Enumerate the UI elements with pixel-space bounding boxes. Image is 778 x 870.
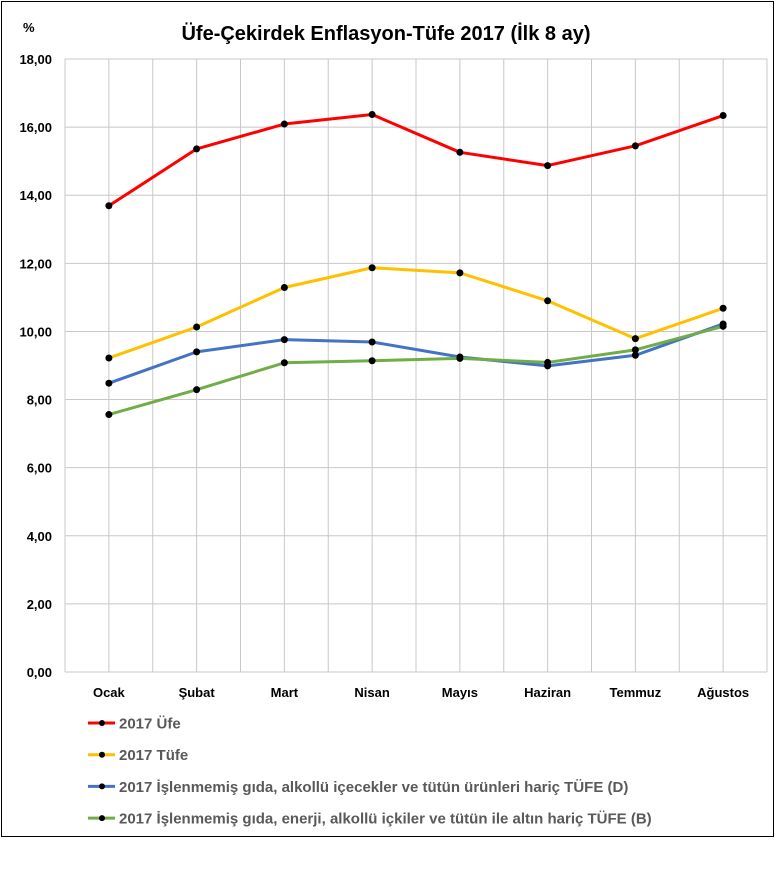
legend-item-2[interactable]: 2017 İşlenmemiş gıda, alkollü içecekler …: [88, 779, 628, 796]
y-tick-label: 6,00: [27, 461, 52, 476]
series-line-0: [108, 113, 724, 208]
legend-marker: [99, 815, 105, 822]
legend-label: 2017 Tüfe: [119, 747, 188, 764]
legend-label: 2017 İşlenmemiş gıda, alkollü içecekler …: [119, 779, 628, 796]
data-point: [105, 411, 113, 419]
series-3: [105, 322, 727, 419]
series-line-3: [108, 324, 724, 416]
legend-label: 2017 Üfe: [119, 716, 181, 733]
y-tick-label: 10,00: [19, 324, 52, 339]
legend-marker: [99, 783, 105, 790]
series-1: [105, 264, 727, 362]
y-tick-label: 14,00: [19, 188, 52, 203]
legend-item-3[interactable]: 2017 İşlenmemiş gıda, enerji, alkollü iç…: [88, 811, 652, 828]
y-tick-label: 4,00: [27, 529, 52, 544]
data-point: [280, 359, 288, 367]
legend-label: 2017 İşlenmemiş gıda, enerji, alkollü iç…: [119, 811, 652, 828]
data-point: [719, 322, 727, 330]
series-0: [105, 111, 727, 210]
data-point: [544, 162, 552, 170]
x-tick-label: Mart: [271, 685, 299, 700]
data-point: [456, 148, 464, 156]
series-lines: [105, 111, 727, 419]
legend-item-1[interactable]: 2017 Tüfe: [88, 747, 188, 764]
gridlines: [64, 58, 768, 673]
legend-item-0[interactable]: 2017 Üfe: [88, 716, 181, 733]
data-point: [631, 351, 639, 359]
x-tick-label: Nisan: [354, 685, 389, 700]
chart-frame: % Üfe-Çekirdek Enflasyon-Tüfe 2017 (İlk …: [1, 1, 774, 837]
y-tick-label: 8,00: [27, 393, 52, 408]
data-point: [719, 304, 727, 312]
data-point: [193, 348, 201, 356]
data-point: [368, 357, 376, 365]
data-point: [368, 111, 376, 119]
legend-marker: [99, 751, 105, 758]
series-line-2: [108, 322, 724, 385]
data-point: [368, 338, 376, 346]
x-axis-ticks: Ocak Şubat Mart Nisan Mayıs Haziran Temmuz Ağus…: [93, 685, 749, 700]
data-point: [105, 379, 113, 387]
y-tick-label: 0,00: [27, 665, 52, 680]
data-point: [105, 354, 113, 362]
data-point: [631, 335, 639, 343]
x-tick-label: Ağustos: [697, 685, 749, 700]
unit-label: %: [23, 20, 35, 35]
data-point: [280, 336, 288, 344]
data-point: [105, 202, 113, 210]
data-point: [544, 297, 552, 305]
y-tick-label: 2,00: [27, 597, 52, 612]
data-point: [193, 386, 201, 394]
x-tick-label: Şubat: [179, 685, 216, 700]
y-tick-label: 12,00: [19, 256, 52, 271]
legend: 2017 Üfe 2017 Tüfe 2017 İşlenmemiş gıda, a…: [88, 716, 652, 828]
y-tick-label: 16,00: [19, 120, 52, 135]
data-point: [456, 269, 464, 277]
line-chart: % Üfe-Çekirdek Enflasyon-Tüfe 2017 (İlk …: [19, 20, 768, 828]
data-point: [719, 112, 727, 120]
y-tick-label: 18,00: [19, 52, 52, 67]
series-line-1: [108, 266, 724, 360]
x-tick-label: Haziran: [524, 685, 571, 700]
data-point: [280, 284, 288, 292]
data-point: [631, 142, 639, 150]
data-point: [193, 145, 201, 153]
data-point: [456, 354, 464, 362]
x-tick-label: Mayıs: [442, 685, 478, 700]
data-point: [368, 264, 376, 272]
chart-title: Üfe-Çekirdek Enflasyon-Tüfe 2017 (İlk 8 …: [181, 22, 590, 45]
data-point: [544, 358, 552, 366]
legend-marker: [99, 720, 105, 726]
x-tick-label: Temmuz: [609, 685, 661, 700]
x-tick-label: Ocak: [93, 685, 126, 700]
data-point: [193, 323, 201, 331]
data-point: [280, 120, 288, 128]
data-point: [631, 346, 639, 354]
y-axis-ticks: 0,00 2,00 4,00 6,00 8,00 10,00 12,00 14,00 16,00…: [19, 52, 52, 680]
